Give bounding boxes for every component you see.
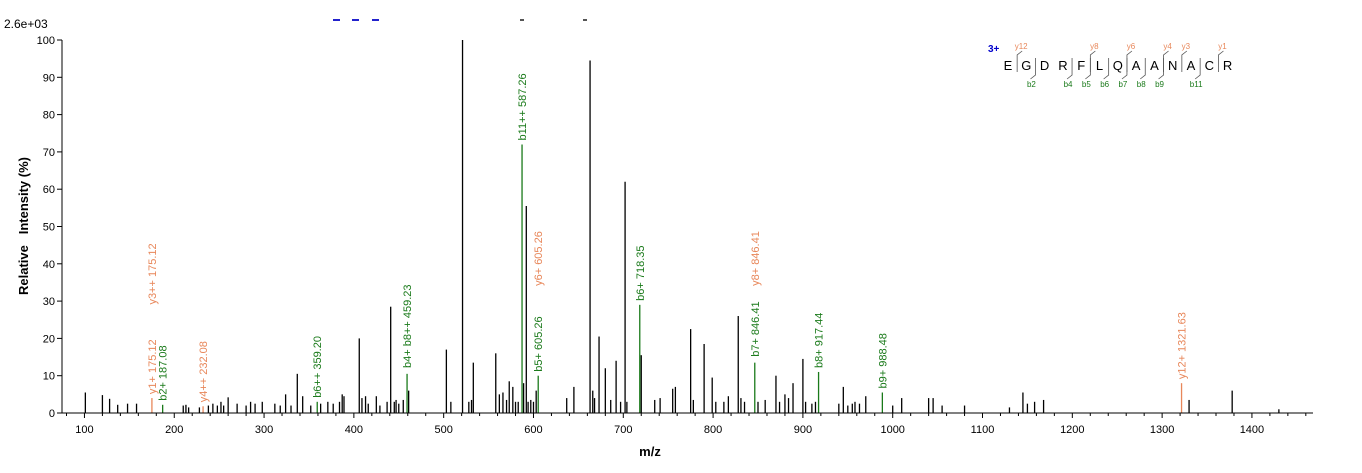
b-ion-cleavage-mark	[1194, 58, 1201, 80]
y-ion-marker-label: y12	[1015, 42, 1028, 51]
b-ion-cleavage-mark	[1140, 58, 1146, 80]
b-ion-label: b9+ 988.48	[877, 333, 889, 388]
sequence-residue: R	[1058, 58, 1067, 73]
charge-state: 3+	[988, 44, 1000, 55]
y-ion-cleavage-mark	[1016, 50, 1023, 72]
sequence-residue: A	[1150, 58, 1159, 73]
x-tick-label: 100	[75, 424, 93, 436]
b-ion-marker-label: b9	[1155, 80, 1164, 89]
x-tick-label: 1200	[1060, 424, 1084, 436]
x-tick-label: 700	[614, 424, 632, 436]
peak-annotations: y1+ 175.12 y3++ 175.12 b2+ 187.08 y4++ 232.…	[147, 73, 1189, 402]
sequence-residue: Q	[1113, 58, 1123, 73]
sequence-residue: A	[1132, 58, 1141, 73]
y-tick-label: 20	[43, 333, 55, 345]
x-tick-label: 1300	[1150, 424, 1174, 436]
x-tick-label: 400	[345, 424, 363, 436]
b-ion-marker-label: b5	[1082, 80, 1091, 89]
x-tick-label: 900	[794, 424, 812, 436]
y-tick-label: 90	[43, 72, 55, 84]
y-tick-label: 0	[49, 408, 55, 420]
b-ion-marker-label: b6	[1100, 80, 1109, 89]
y-ion-marker-label: y1	[1218, 42, 1227, 51]
sequence-residue: D	[1040, 58, 1049, 73]
b-ion-label: b7+ 846.41	[750, 301, 762, 356]
y-tick-label: 70	[43, 147, 55, 159]
y-tick-label: 10	[43, 371, 55, 383]
b-ion-cleavage-mark	[1030, 58, 1036, 80]
x-tick-label: 200	[165, 424, 183, 436]
y-tick-label: 80	[43, 110, 55, 122]
b-ion-cleavage-mark	[1085, 58, 1091, 80]
y-ion-marker-label: y8	[1090, 42, 1099, 51]
intensity-scale-label: 2.6e+03	[4, 17, 48, 31]
sequence-residue: L	[1096, 58, 1103, 73]
x-tick-label: 800	[704, 424, 722, 436]
y-ion-cleavage-mark	[1089, 50, 1096, 72]
b-ion-label: b5+ 605.26	[533, 316, 545, 371]
y-ion-label: y12+ 1321.63	[1177, 312, 1189, 379]
b-ion-cleavage-mark	[1121, 58, 1128, 80]
b-ion-marker-label: b2	[1027, 80, 1036, 89]
y-ion-marker-label: y4	[1163, 42, 1172, 51]
b-ion-marker-label: b7	[1118, 80, 1127, 89]
sequence-residue: C	[1205, 58, 1214, 73]
b-ion-label: b6+ 718.35	[635, 245, 647, 300]
x-tick-label: 1400	[1240, 424, 1264, 436]
x-tick-label: 1000	[880, 424, 904, 436]
b-ion-label: b4+ b8++ 459.23	[402, 284, 414, 368]
x-tick-label: 1100	[971, 424, 995, 436]
x-tick-label: 300	[255, 424, 273, 436]
y-ion-cleavage-mark	[1218, 50, 1224, 72]
sequence-residue: E	[1004, 58, 1013, 73]
x-axis-ticks: 100 200 300 400 500 600 700 800 900 1000 1100 1200 1…	[65, 413, 1307, 436]
b-ion-label: b6++ 359.20	[312, 336, 324, 398]
x-axis-title: m/z	[639, 444, 661, 459]
y-ion-label: y1+ 175.12	[147, 339, 159, 394]
sequence-residue: F	[1077, 58, 1085, 73]
y-axis-ticks: 0 10 20 30 40 50 60 70 80 90 100	[37, 35, 62, 420]
y-tick-label: 100	[37, 35, 55, 47]
x-tick-label: 600	[524, 424, 542, 436]
y-ion-label: y3++ 175.12	[147, 243, 159, 304]
y-ion-label: y4++ 232.08	[198, 341, 210, 402]
y-axis-title: Relative Intensity (%)	[16, 157, 31, 295]
y-tick-label: 40	[43, 259, 55, 271]
y-ion-marker-label: y6	[1127, 42, 1136, 51]
peak-bars	[84, 40, 1280, 413]
b-ion-marker-label: b11	[1190, 80, 1203, 89]
title-strip	[333, 19, 587, 21]
b-ion-marker-label: b8	[1137, 80, 1146, 89]
y-tick-label: 30	[43, 296, 55, 308]
y-ion-label: y8+ 846.41	[750, 231, 762, 286]
sequence-residue: N	[1168, 58, 1177, 73]
sequence-residue: G	[1021, 58, 1031, 73]
y-ion-cleavage-mark	[1181, 50, 1188, 72]
b-ion-label: b8+ 917.44	[814, 313, 826, 368]
y-ion-marker-label: y3	[1182, 42, 1191, 51]
b-ion-marker-label: b4	[1064, 80, 1073, 89]
b-ion-cleavage-mark	[1158, 58, 1164, 80]
x-tick-label: 500	[434, 424, 452, 436]
sequence-residue: A	[1187, 58, 1196, 73]
y-tick-label: 60	[43, 184, 55, 196]
sequence-residue: R	[1223, 58, 1232, 73]
b-ion-cleavage-mark	[1103, 58, 1110, 80]
b-ion-cleavage-mark	[1066, 58, 1073, 80]
y-ion-label: y6+ 605.26	[533, 231, 545, 286]
y-tick-label: 50	[43, 222, 55, 234]
b-ion-label: b11++ 587.26	[517, 73, 529, 140]
b-ion-label: b2+ 187.08	[158, 345, 170, 400]
